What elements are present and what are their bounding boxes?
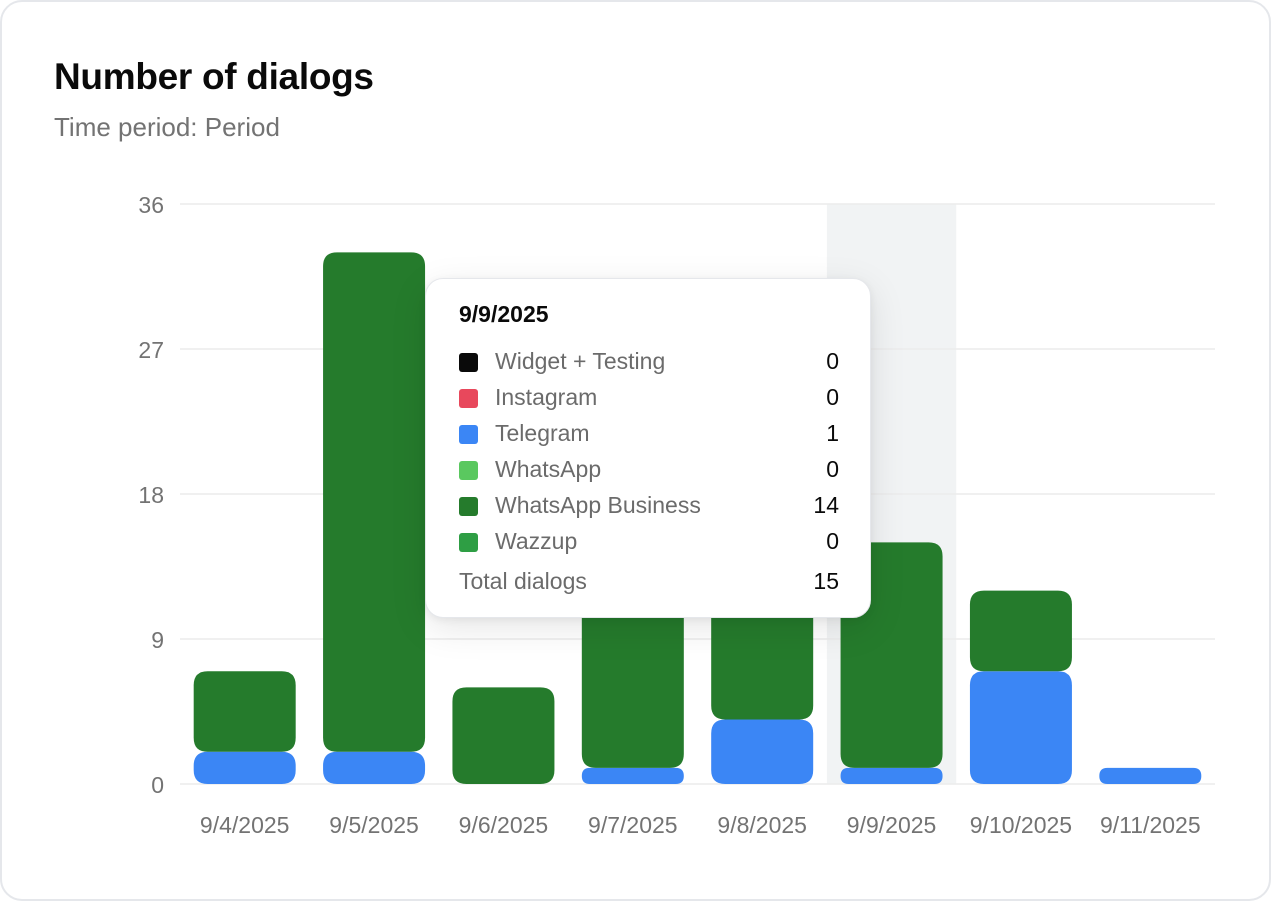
y-tick-label: 18 [138,482,164,508]
bar-segment-whatsapp-business [452,687,555,784]
tooltip-row-widget-testing: Widget + Testing 0 [459,347,839,377]
tooltip-row-wazzup: Wazzup 0 [459,527,839,557]
tooltip-row-instagram: Instagram 0 [459,383,839,413]
x-tick-label: 9/11/2025 [1100,812,1201,838]
tooltip-row-telegram: Telegram 1 [459,419,839,449]
x-tick-label: 9/6/2025 [459,812,549,838]
x-tick-label: 9/7/2025 [588,812,678,838]
tooltip-label: Telegram [495,420,590,446]
bar-segment-whatsapp-business [969,590,1072,672]
bar-segment-whatsapp-business [323,252,426,752]
tooltip-value: 1 [826,420,839,446]
tooltip-label: Instagram [495,384,598,410]
tooltip-label: Wazzup [495,528,578,554]
y-tick-label: 27 [138,337,164,363]
bar-segment-telegram [581,767,684,784]
tooltip-value: 0 [826,528,839,554]
bar-segment-telegram [193,751,296,784]
tooltip-value: 0 [826,384,839,410]
tooltip-swatch [459,497,478,516]
bar-segment-telegram [840,767,943,784]
y-tick-label: 36 [138,192,164,218]
tooltip-row-total: Total dialogs 15 [459,567,839,597]
tooltip-total-label: Total dialogs [459,568,587,594]
tooltip-row-whatsapp: WhatsApp 0 [459,455,839,485]
x-tick-label: 9/10/2025 [970,812,1072,838]
x-tick-label: 9/5/2025 [329,812,419,838]
tooltip-label: WhatsApp [495,456,602,482]
bar-segment-telegram [969,671,1072,784]
tooltip-label: Widget + Testing [495,348,666,374]
bar-segment-whatsapp-business [193,671,296,752]
tooltip-value: 0 [826,456,839,482]
x-tick-label: 9/8/2025 [717,812,807,838]
tooltip-total-value: 15 [813,568,839,594]
chart-subtitle: Time period: Period [54,112,280,142]
tooltip-label: WhatsApp Business [495,492,701,518]
tooltip-value: 14 [813,492,839,518]
tooltip-row-whatsapp-business: WhatsApp Business 14 [459,491,839,521]
bar-segment-telegram [711,719,814,784]
x-tick-label: 9/9/2025 [847,812,937,838]
chart-title: Number of dialogs [54,56,374,97]
bar-segment-telegram [1099,767,1202,784]
x-tick-label: 9/4/2025 [200,812,290,838]
tooltip-swatch [459,461,478,480]
bar-segment-telegram [323,751,426,784]
tooltip-swatch [459,353,478,372]
tooltip-date: 9/9/2025 [459,301,549,327]
y-tick-label: 9 [151,627,164,653]
tooltip-swatch [459,533,478,552]
tooltip-value: 0 [826,348,839,374]
tooltip-swatch [459,425,478,444]
tooltip-swatch [459,389,478,408]
y-tick-label: 0 [151,772,164,798]
chart-tooltip: 9/9/2025 Widget + Testing 0 Instagram 0 … [425,278,871,618]
